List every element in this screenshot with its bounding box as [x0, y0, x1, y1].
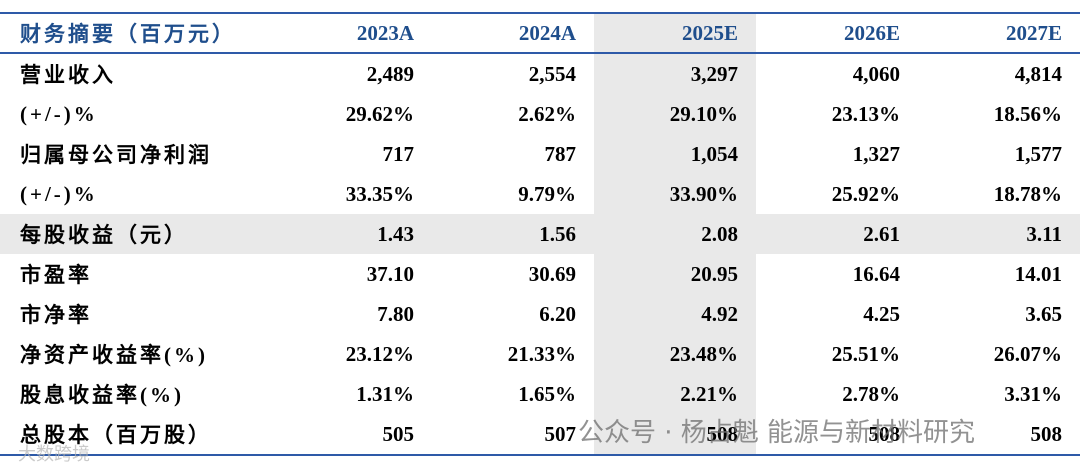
cell: 20.95: [594, 254, 756, 294]
cell: 3.31%: [1004, 381, 1062, 406]
cell: 25.92%: [831, 181, 900, 206]
cell: 2024A: [432, 12, 594, 54]
cell: 7.80: [377, 301, 414, 326]
table-row: 总股本（百万股） 505 507 508 508 508: [0, 414, 1080, 456]
cell: 508: [756, 414, 918, 456]
row-label: 净资产收益率(%): [20, 343, 208, 367]
row-label: (+/-)%: [20, 181, 98, 206]
cell: 2.21%: [594, 374, 756, 414]
table-row: 每股收益（元） 1.43 1.56 2.08 2.61 3.11: [0, 214, 1080, 254]
cell: 3.65: [1025, 301, 1062, 326]
table-row: 归属母公司净利润 717 787 1,054 1,327 1,577: [0, 134, 1080, 174]
cell: 18.78%: [993, 181, 1062, 206]
cell: 4,814: [1014, 61, 1062, 86]
cell: 4.92: [594, 294, 756, 334]
cell: 29.10%: [594, 94, 756, 134]
row-label: 营业收入: [20, 63, 116, 87]
cell: 1,054: [594, 134, 756, 174]
cell: 1.43: [270, 214, 432, 254]
cell: 2.78%: [842, 381, 900, 406]
row-label: 总股本（百万股）: [0, 414, 270, 456]
cell: 505: [270, 414, 432, 456]
cell: 14.01: [1014, 261, 1062, 286]
cell: 1,327: [852, 141, 900, 166]
table-row: (+/-)% 29.62% 2.62% 29.10% 23.13% 18.56%: [0, 94, 1080, 134]
cell: 4,060: [852, 61, 900, 86]
cell: 1.31%: [356, 381, 414, 406]
cell: 33.35%: [345, 181, 414, 206]
cell: 787: [544, 141, 577, 166]
cell: 23.13%: [831, 101, 900, 126]
cell: 2027E: [918, 12, 1080, 54]
cell: 18.56%: [993, 101, 1062, 126]
cell: 30.69: [528, 261, 576, 286]
cell: 2.08: [594, 214, 756, 254]
cell: 3.11: [918, 214, 1080, 254]
cell: 2.62%: [518, 101, 576, 126]
cell: 1.56: [432, 214, 594, 254]
cell: 4.25: [863, 301, 900, 326]
watermark: 公众号 · 杨占魁 能源与新材料研究: [578, 418, 976, 448]
watermark-corner: 大数跨境: [18, 444, 90, 465]
row-label: 股息收益率(%): [20, 383, 184, 407]
cell: 26.07%: [993, 341, 1062, 366]
cell: 9.79%: [518, 181, 576, 206]
cell: 1,577: [1014, 141, 1062, 166]
cell: 717: [382, 141, 415, 166]
cell: 2,554: [528, 61, 576, 86]
row-label: 市盈率: [20, 263, 92, 287]
cell: 1.65%: [518, 381, 576, 406]
row-label: 每股收益（元）: [0, 214, 270, 254]
cell: 2.61: [756, 214, 918, 254]
cell: 33.90%: [594, 174, 756, 214]
table-row: 股息收益率(%) 1.31% 1.65% 2.21% 2.78% 3.31%: [0, 374, 1080, 414]
cell: 21.33%: [507, 341, 576, 366]
cell: 507: [432, 414, 594, 456]
cell: 16.64: [852, 261, 900, 286]
table-row: 净资产收益率(%) 23.12% 21.33% 23.48% 25.51% 26.07%: [0, 334, 1080, 374]
cell: 6.20: [539, 301, 576, 326]
cell: 2,489: [366, 61, 414, 86]
cell: 29.62%: [345, 101, 414, 126]
table-row: (+/-)% 33.35% 9.79% 33.90% 25.92% 18.78%: [0, 174, 1080, 214]
table-row: 市净率 7.80 6.20 4.92 4.25 3.65: [0, 294, 1080, 334]
cell: 2025E: [594, 12, 756, 54]
cell: 23.48%: [594, 334, 756, 374]
row-label: 市净率: [20, 303, 92, 327]
cell: 25.51%: [831, 341, 900, 366]
cell: 508: [594, 414, 756, 456]
table-row: 营业收入 2,489 2,554 3,297 4,060 4,814: [0, 53, 1080, 94]
row-label: 归属母公司净利润: [20, 143, 212, 167]
cell: 23.12%: [345, 341, 414, 366]
cell: 2023A: [270, 12, 432, 54]
cell: 3,297: [594, 53, 756, 94]
cell: 508: [918, 414, 1080, 456]
cell: 2026E: [756, 12, 918, 54]
header-row: 财务摘要（百万元） 2023A 2024A 2025E 2026E 2027E: [0, 12, 1080, 54]
table-row: 市盈率 37.10 30.69 20.95 16.64 14.01: [0, 254, 1080, 294]
row-label: (+/-)%: [20, 101, 98, 126]
financial-table: 财务摘要（百万元） 2023A 2024A 2025E 2026E 2027E 营业收入 2,…: [0, 12, 1080, 456]
cell: 37.10: [366, 261, 414, 286]
row-label: 财务摘要（百万元）: [0, 12, 270, 54]
